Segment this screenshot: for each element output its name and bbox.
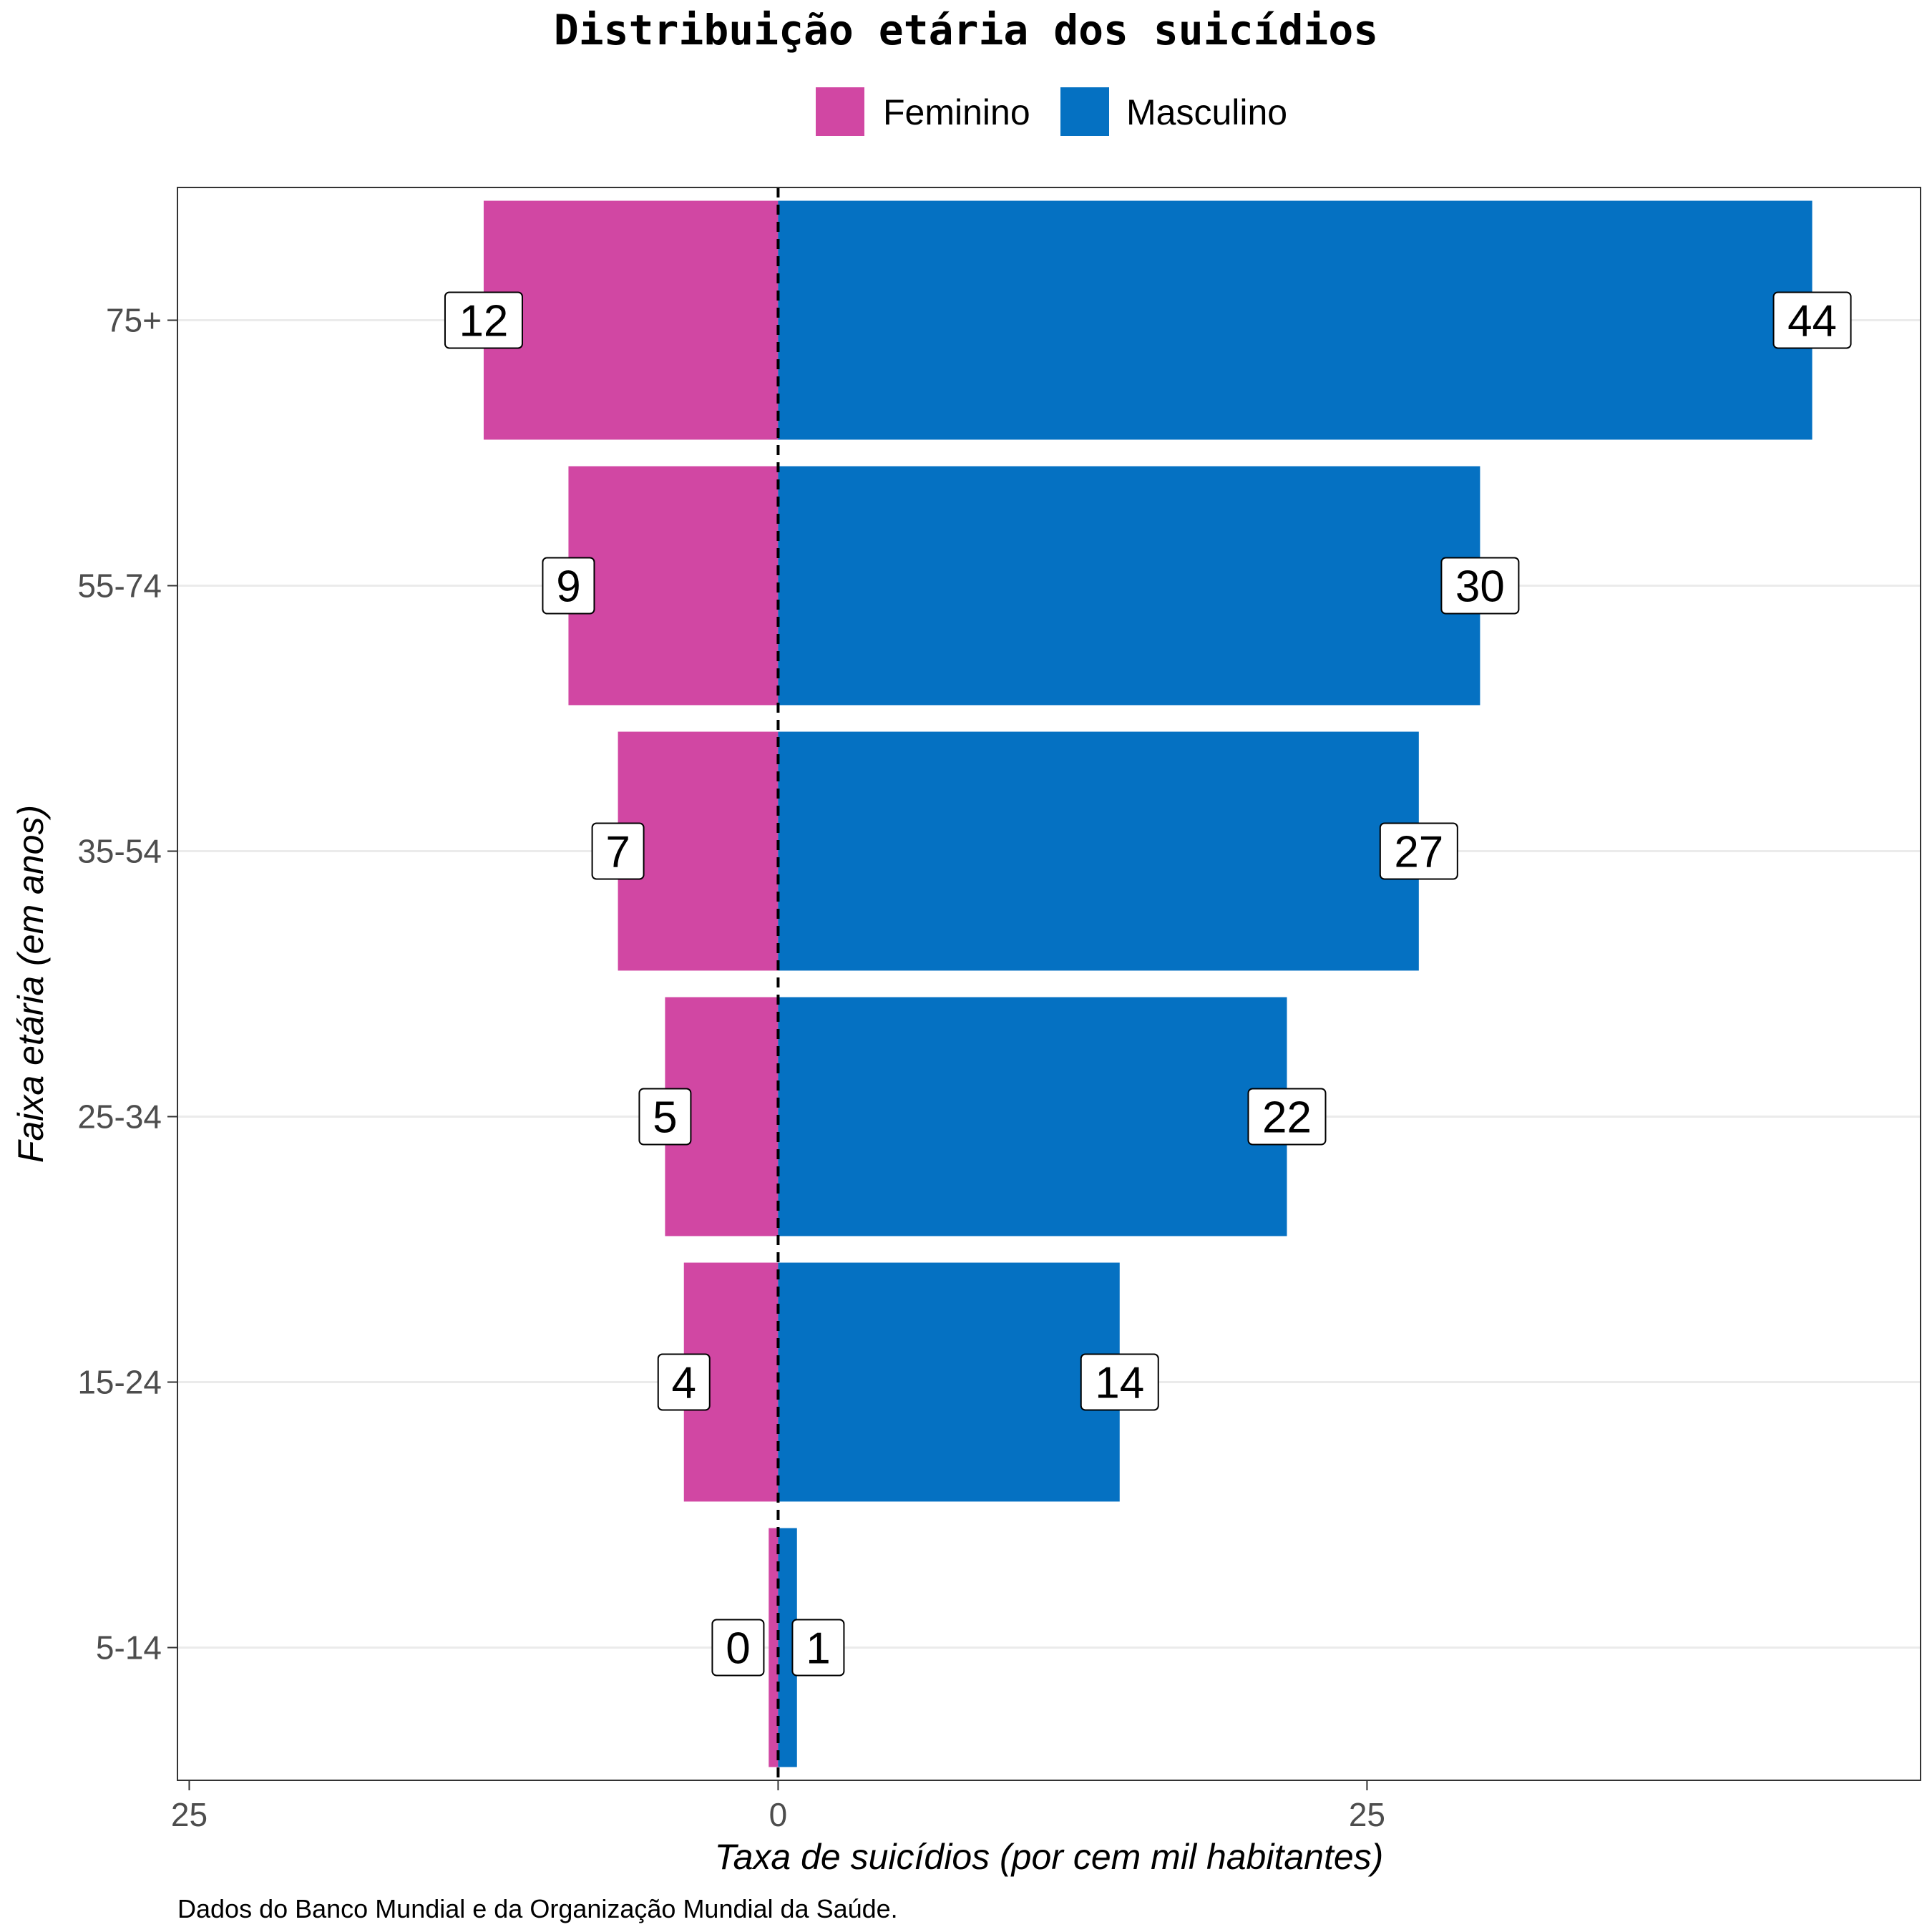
bar-feminino-35-54: [618, 731, 779, 971]
data-label-text: 44: [1787, 297, 1837, 346]
y-tick-label: 25-34: [77, 1098, 162, 1136]
data-label-box: [791, 1619, 845, 1677]
y-tick-label: 15-24: [77, 1364, 162, 1401]
bar-feminino-5-14: [769, 1528, 779, 1767]
x-tick-label: 25: [171, 1796, 208, 1833]
data-label-masculino-75+: 44: [1772, 291, 1852, 349]
data-label-masculino-35-54: 27: [1379, 822, 1458, 880]
data-label-feminino-5-14: 0: [711, 1619, 765, 1677]
data-label-box: [591, 822, 645, 880]
data-label-feminino-25-34: 5: [638, 1088, 692, 1146]
x-axis-title: Taxa de suicídios (por cem mil habitante…: [715, 1837, 1384, 1877]
x-axis: 25 0 25: [171, 1780, 1385, 1833]
data-label-masculino-25-34: 22: [1247, 1088, 1327, 1146]
bar-masculino-35-54: [778, 731, 1419, 971]
data-label-box: [542, 557, 595, 615]
bar-feminino-55-74: [568, 466, 779, 706]
data-label-text: 5: [653, 1093, 677, 1143]
data-label-masculino-15-24: 14: [1080, 1353, 1159, 1411]
bar-masculino-55-74: [778, 466, 1480, 706]
bar-masculino-75+: [778, 200, 1813, 440]
data-label-text: 22: [1262, 1093, 1312, 1143]
data-label-box: [444, 291, 523, 349]
data-label-feminino-35-54: 7: [591, 822, 645, 880]
y-axis: 5-14 15-24 25-34 35-54 55-74 75+: [77, 302, 177, 1667]
plot-border: [177, 187, 1921, 1781]
data-label-text: 12: [459, 297, 508, 346]
bar-masculino-25-34: [778, 997, 1287, 1236]
data-label-box: [1379, 822, 1458, 880]
x-tick-label: 0: [769, 1796, 788, 1833]
data-label-box: [1440, 557, 1520, 615]
data-label-box: [711, 1619, 765, 1677]
data-label-masculino-5-14: 1: [791, 1619, 845, 1677]
data-label-feminino-15-24: 4: [657, 1353, 711, 1411]
data-label-text: 30: [1455, 562, 1505, 612]
data-label-text: 0: [726, 1624, 750, 1674]
data-label-text: 9: [556, 562, 580, 612]
data-label-feminino-75+: 12: [444, 291, 523, 349]
y-tick-label: 75+: [106, 302, 162, 339]
data-labels: 0 4 5 7 9 12 1 14 22 27 30 44: [444, 291, 1852, 1677]
data-label-text: 14: [1095, 1359, 1144, 1408]
legend-label-masculino: Masculino: [1126, 92, 1287, 132]
caption: Dados do Banco Mundial e da Organização …: [177, 1894, 898, 1923]
data-label-text: 4: [672, 1359, 696, 1408]
legend: Feminino Masculino: [816, 87, 1287, 136]
legend-key-feminino: [816, 87, 864, 136]
bar-feminino-75+: [483, 200, 779, 440]
data-label-box: [657, 1353, 711, 1411]
y-axis-title: Faixa etária (em anos): [11, 805, 51, 1163]
data-label-box: [1080, 1353, 1159, 1411]
data-label-text: 1: [806, 1624, 830, 1674]
data-label-box: [1772, 291, 1852, 349]
x-tick-label: 25: [1349, 1796, 1385, 1833]
data-label-masculino-55-74: 30: [1440, 557, 1520, 615]
y-tick-label: 55-74: [77, 567, 162, 605]
data-label-box: [638, 1088, 692, 1146]
data-label-text: 27: [1394, 828, 1443, 877]
data-label-text: 7: [605, 828, 630, 877]
legend-label-feminino: Feminino: [883, 92, 1030, 132]
legend-key-masculino: [1060, 87, 1109, 136]
y-tick-label: 35-54: [77, 833, 162, 870]
plot-panel: [177, 187, 1921, 1780]
chart-title: Distribuição etária dos suicídios: [554, 6, 1378, 54]
data-label-box: [1247, 1088, 1327, 1146]
bar-masculino-15-24: [778, 1262, 1120, 1502]
y-tick-label: 5-14: [96, 1629, 162, 1667]
data-label-feminino-55-74: 9: [542, 557, 595, 615]
